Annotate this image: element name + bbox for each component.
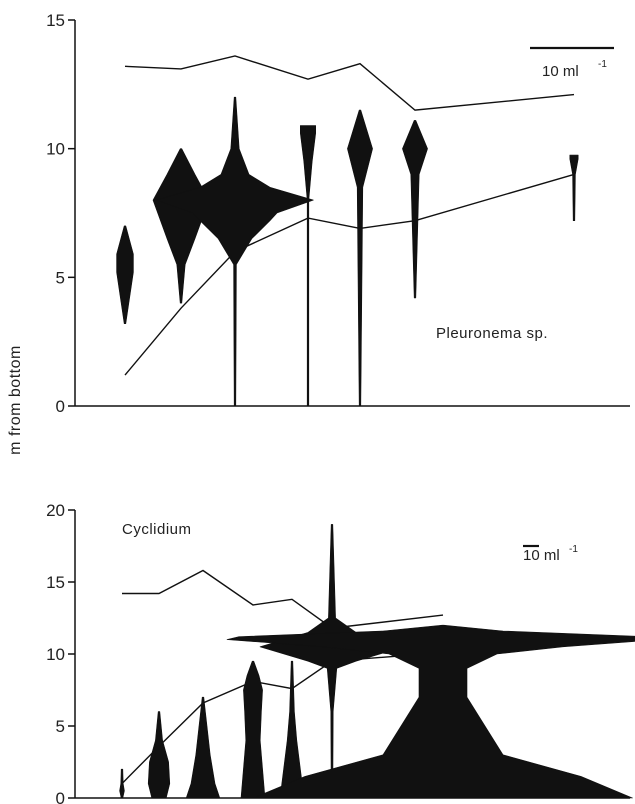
kite-series-panel-2 xyxy=(119,524,635,799)
kite-station-4 xyxy=(240,660,266,799)
y-tick-label: 0 xyxy=(56,789,65,804)
y-tick-label: 10 xyxy=(46,645,65,664)
y-tick-label: 15 xyxy=(46,573,65,592)
kite-station-7 xyxy=(569,154,579,221)
y-ticks-panel-2: 0 5 10 15 20 xyxy=(46,501,75,804)
kite-station-4 xyxy=(299,125,317,407)
y-tick-label: 5 xyxy=(56,268,65,287)
scale-bar-label: 10 ml xyxy=(542,63,579,80)
kite-station-1 xyxy=(119,768,125,799)
kite-station-2 xyxy=(152,148,210,304)
panel-pleuronema: 0 5 10 15 Pleuronema sp. 10 ml -1 xyxy=(46,11,630,416)
y-ticks-panel-1: 0 5 10 15 xyxy=(46,11,75,416)
kite-station-1 xyxy=(116,225,134,325)
panel-label-cyclidium: Cyclidium xyxy=(122,521,192,538)
kite-station-3 xyxy=(185,696,221,799)
kite-station-2 xyxy=(147,711,171,799)
y-tick-label: 5 xyxy=(56,717,65,736)
kite-station-5 xyxy=(347,109,373,407)
scale-bar-panel-2: 10 ml -1 xyxy=(523,544,578,564)
kite-station-7 xyxy=(226,624,635,799)
kite-station-6 xyxy=(402,120,428,299)
scale-bar-panel-1: 10 ml -1 xyxy=(530,46,614,80)
y-axis-title: m from bottom xyxy=(7,345,24,455)
scale-bar-exponent: -1 xyxy=(598,59,607,70)
upper-boundary-line xyxy=(122,569,444,629)
scale-bar-exponent: -1 xyxy=(569,544,578,555)
panel-label-pleuronema: Pleuronema sp. xyxy=(436,325,548,342)
scale-bar-label: 10 ml xyxy=(523,547,560,564)
panel-cyclidium: 0 5 10 15 20 Cyclidium 10 ml -1 xyxy=(46,501,635,804)
y-tick-label: 15 xyxy=(46,11,65,30)
kite-series-panel-1 xyxy=(116,96,579,407)
kite-station-5 xyxy=(279,660,305,799)
y-tick-label: 20 xyxy=(46,501,65,520)
kite-station-6 xyxy=(259,524,405,799)
y-tick-label: 10 xyxy=(46,140,65,159)
upper-boundary-line xyxy=(124,55,575,111)
y-tick-label: 0 xyxy=(56,397,65,416)
kite-station-3 xyxy=(156,96,314,407)
